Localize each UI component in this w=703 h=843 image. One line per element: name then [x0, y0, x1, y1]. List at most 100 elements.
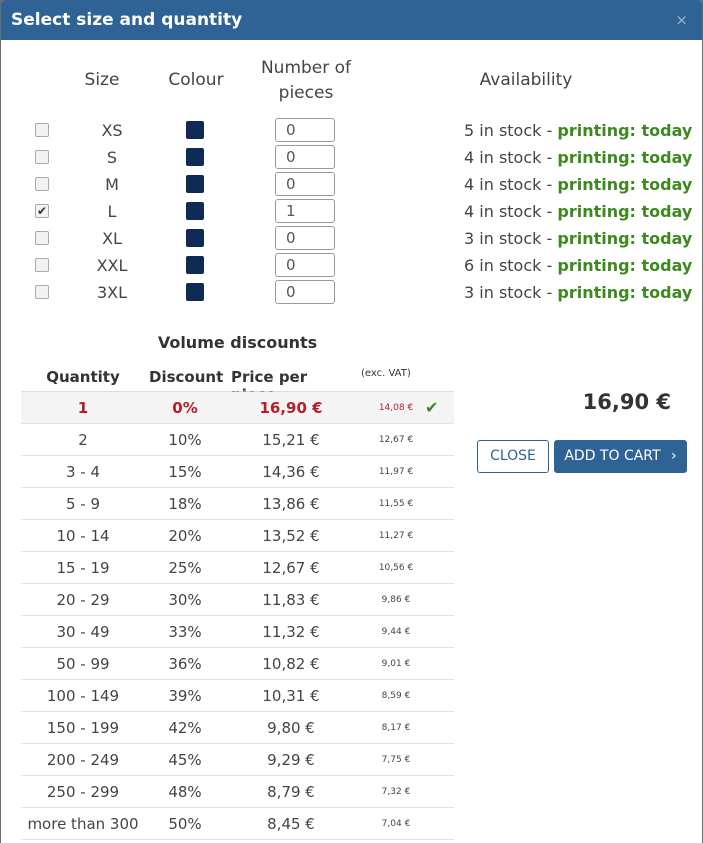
- price-per-piece: 10,31 €: [262, 687, 320, 705]
- price-exc-vat: 7,75 €: [381, 755, 411, 765]
- discount-row: 30 - 49 33% 11,32 € 9,44 €: [21, 616, 454, 648]
- discount-quantity: 250 - 299: [46, 783, 120, 801]
- discount-column-header: Discount: [149, 368, 224, 386]
- price-per-piece: 13,86 €: [262, 495, 320, 513]
- size-table-header: Size Colour Number of pieces Availabilit…: [1, 56, 702, 112]
- discount-row: 15 - 19 25% 12,67 € 10,56 €: [21, 552, 454, 584]
- discount-percent: 0%: [172, 399, 198, 417]
- size-table: XS 0 5 in stock - printing: today S 0 4 in st…: [1, 117, 702, 306]
- size-checkbox[interactable]: [35, 177, 49, 191]
- quantity-input[interactable]: 0: [275, 118, 335, 142]
- size-label: 3XL: [96, 283, 128, 302]
- total-price: 16,90 €: [582, 390, 671, 414]
- size-label: XL: [102, 229, 122, 248]
- size-checkbox[interactable]: ✔: [35, 204, 49, 218]
- discount-quantity: 2: [78, 431, 88, 449]
- colour-swatch: [186, 148, 204, 166]
- colour-column-header: Colour: [168, 70, 224, 90]
- price-per-piece: 8,45 €: [267, 815, 315, 833]
- availability-column-header: Availability: [479, 70, 573, 90]
- discount-percent: 25%: [168, 559, 202, 577]
- availability-text: 3 in stock - printing: today: [464, 229, 692, 248]
- quantity-input[interactable]: 1: [275, 199, 335, 223]
- discount-row: more than 300 50% 8,45 € 7,04 €: [21, 808, 454, 840]
- volume-discounts-table: 1 0% 16,90 €14,08 € ✔ 2 10% 15,21 € 12,67 € 3 - …: [21, 392, 454, 840]
- size-checkbox[interactable]: [35, 150, 49, 164]
- price-exc-vat: 11,55 €: [378, 499, 414, 509]
- check-icon: ✔: [425, 398, 439, 417]
- size-row: S 0 4 in stock - printing: today: [1, 144, 702, 171]
- add-to-cart-label: ADD TO CART: [564, 448, 661, 464]
- quantity-input[interactable]: 0: [275, 226, 335, 250]
- quantity-input[interactable]: 0: [275, 172, 335, 196]
- discount-row: 200 - 249 45% 9,29 € 7,75 €: [21, 744, 454, 776]
- size-checkbox[interactable]: [35, 123, 49, 137]
- discount-row: 3 - 4 15% 14,36 € 11,97 €: [21, 456, 454, 488]
- price-exc-vat: 11,97 €: [378, 467, 414, 477]
- printing-status: printing: today: [557, 229, 693, 248]
- price-exc-vat: 7,32 €: [381, 787, 411, 797]
- price-per-piece: 11,83 €: [262, 591, 320, 609]
- size-row: 3XL 0 3 in stock - printing: today: [1, 279, 702, 306]
- printing-status: printing: today: [557, 175, 693, 194]
- quantity-input[interactable]: 0: [275, 145, 335, 169]
- discount-percent: 30%: [168, 591, 202, 609]
- availability-text: 3 in stock - printing: today: [464, 283, 692, 302]
- discount-row: 50 - 99 36% 10,82 € 9,01 €: [21, 648, 454, 680]
- close-icon[interactable]: ×: [675, 11, 688, 29]
- discount-quantity: 150 - 199: [46, 719, 120, 737]
- price-per-piece: 11,32 €: [262, 623, 320, 641]
- price-exc-vat: 8,17 €: [381, 723, 411, 733]
- size-row: XS 0 5 in stock - printing: today: [1, 117, 702, 144]
- chevron-right-icon: ›: [671, 448, 677, 464]
- size-checkbox[interactable]: [35, 258, 49, 272]
- size-checkbox[interactable]: [35, 231, 49, 245]
- availability-separator: -: [541, 121, 558, 140]
- discount-percent: 10%: [168, 431, 202, 449]
- price-exc-vat: 12,67 €: [378, 435, 414, 445]
- vat-note: (exc. VAT): [361, 368, 411, 379]
- price-per-piece: 9,29 €: [267, 751, 315, 769]
- availability-text: 4 in stock - printing: today: [464, 175, 692, 194]
- price-exc-vat: 8,59 €: [381, 691, 411, 701]
- discount-row: 100 - 149 39% 10,31 € 8,59 €: [21, 680, 454, 712]
- colour-swatch: [186, 175, 204, 193]
- discount-quantity: more than 300: [27, 815, 139, 833]
- stock-count: 4 in stock: [464, 148, 542, 167]
- discount-percent: 20%: [168, 527, 202, 545]
- printing-status: printing: today: [557, 283, 693, 302]
- discount-quantity: 15 - 19: [56, 559, 110, 577]
- discount-quantity: 10 - 14: [56, 527, 110, 545]
- discount-percent: 45%: [168, 751, 202, 769]
- add-to-cart-button[interactable]: ADD TO CART ›: [554, 440, 687, 473]
- discount-row: 10 - 14 20% 13,52 € 11,27 €: [21, 520, 454, 552]
- discount-row: 250 - 299 48% 8,79 € 7,32 €: [21, 776, 454, 808]
- stock-count: 3 in stock: [464, 229, 542, 248]
- price-per-piece: 9,80 €: [267, 719, 315, 737]
- size-row: ✔ L 1 4 in stock - printing: today: [1, 198, 702, 225]
- size-row: XL 0 3 in stock - printing: today: [1, 225, 702, 252]
- stock-count: 4 in stock: [464, 202, 542, 221]
- printing-status: printing: today: [557, 148, 693, 167]
- stock-count: 6 in stock: [464, 256, 542, 275]
- quantity-input[interactable]: 0: [275, 253, 335, 277]
- price-per-piece: 8,79 €: [267, 783, 315, 801]
- colour-swatch: [186, 121, 204, 139]
- price-exc-vat: 9,44 €: [381, 627, 411, 637]
- discount-percent: 15%: [168, 463, 202, 481]
- colour-swatch: [186, 283, 204, 301]
- price-per-piece: 13,52 €: [262, 527, 320, 545]
- volume-discounts-header: Quantity Discount Price per piece (exc. …: [21, 366, 454, 404]
- price-exc-vat: 11,27 €: [378, 531, 414, 541]
- discount-quantity: 20 - 29: [56, 591, 110, 609]
- discount-quantity: 3 - 4: [65, 463, 101, 481]
- quantity-input[interactable]: 0: [275, 280, 335, 304]
- colour-swatch: [186, 229, 204, 247]
- discount-row: 1 0% 16,90 € 14,08 € ✔: [21, 392, 454, 424]
- discount-quantity: 5 - 9: [65, 495, 101, 513]
- discount-percent: 39%: [168, 687, 202, 705]
- stock-count: 5 in stock: [464, 121, 542, 140]
- price-per-piece: 15,21 €: [262, 431, 320, 449]
- size-checkbox[interactable]: [35, 285, 49, 299]
- close-button[interactable]: CLOSE: [477, 440, 549, 473]
